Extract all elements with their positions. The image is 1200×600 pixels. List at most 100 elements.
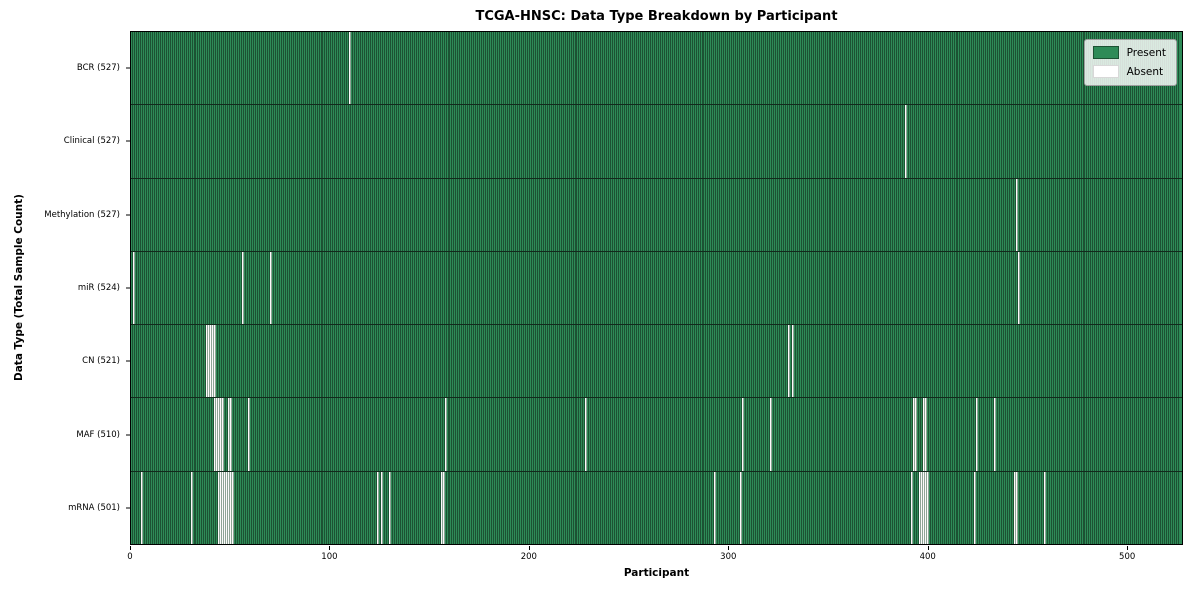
present-cell (480, 178, 483, 251)
present-cell (738, 471, 741, 544)
present-cell (436, 325, 439, 398)
present-cell (831, 251, 834, 325)
present-cell (902, 325, 905, 398)
present-cell (891, 251, 893, 325)
present-cell (1099, 105, 1102, 178)
present-cell (710, 251, 713, 325)
present-cell (180, 178, 183, 251)
present-cell (512, 251, 514, 325)
present-cell (646, 32, 649, 105)
present-cell (1145, 398, 1147, 471)
present-cell (726, 251, 729, 325)
present-cell (321, 471, 324, 544)
present-cell (1109, 398, 1112, 471)
absent-cell (214, 325, 217, 398)
present-cell (1023, 471, 1026, 544)
present-cell (1055, 251, 1058, 325)
present-cell (466, 471, 469, 544)
present-cell (1039, 325, 1042, 398)
present-cell (176, 398, 179, 471)
present-cell (639, 398, 641, 471)
present-cell (553, 178, 556, 251)
present-cell (232, 398, 235, 471)
present-cell (605, 325, 608, 398)
present-cell (1006, 251, 1009, 325)
present-cell (502, 398, 505, 471)
present-cell (599, 32, 602, 105)
present-cell (500, 251, 503, 325)
present-cell (317, 178, 320, 251)
present-cell (994, 325, 997, 398)
present-cell (432, 105, 435, 178)
present-cell (799, 178, 802, 251)
present-cell (428, 32, 431, 105)
present-cell (694, 251, 697, 325)
present-cell (446, 251, 449, 325)
present-cell (182, 178, 185, 251)
present-cell (131, 325, 133, 398)
present-cell (652, 105, 655, 178)
present-cell (269, 32, 272, 105)
present-cell (589, 398, 592, 471)
present-cell (263, 178, 266, 251)
present-cell (343, 325, 346, 398)
present-cell (767, 471, 770, 544)
present-cell (672, 251, 675, 325)
present-cell (230, 178, 233, 251)
present-cell (1065, 32, 1068, 105)
present-cell (835, 251, 838, 325)
present-cell (1156, 325, 1159, 398)
present-cell (486, 105, 489, 178)
present-cell (212, 178, 215, 251)
present-cell (988, 178, 991, 251)
present-cell (160, 398, 163, 471)
present-cell (809, 398, 812, 471)
present-cell (476, 325, 479, 398)
present-cell (277, 251, 280, 325)
absent-cell (206, 325, 209, 398)
present-cell (898, 178, 901, 251)
present-cell (700, 471, 703, 544)
present-cell (803, 105, 806, 178)
present-cell (658, 105, 661, 178)
present-cell (1049, 32, 1052, 105)
present-cell (1025, 251, 1028, 325)
present-cell (972, 251, 975, 325)
present-cell (851, 325, 854, 398)
present-cell (549, 105, 552, 178)
present-cell (454, 398, 457, 471)
present-cell (508, 325, 511, 398)
present-cell (976, 325, 979, 398)
present-cell (916, 471, 919, 544)
present-cell (1095, 325, 1098, 398)
present-cell (1055, 178, 1058, 251)
present-cell (662, 105, 665, 178)
present-cell (835, 105, 838, 178)
present-cell (164, 32, 167, 105)
present-cell (416, 398, 419, 471)
present-cell (307, 251, 310, 325)
present-cell (712, 398, 715, 471)
present-cell (535, 32, 538, 105)
present-cell (517, 398, 520, 471)
present-cell (807, 471, 810, 544)
present-cell (404, 32, 407, 105)
present-cell (527, 32, 530, 105)
present-cell (1059, 325, 1062, 398)
present-cell (355, 471, 358, 544)
present-cell (256, 471, 258, 544)
present-cell (1117, 325, 1120, 398)
present-cell (506, 178, 509, 251)
present-cell (896, 471, 899, 544)
present-cell (426, 251, 429, 325)
present-cell (377, 178, 380, 251)
present-cell (436, 32, 439, 105)
present-cell (1012, 32, 1015, 105)
present-cell (966, 251, 969, 325)
present-cell (998, 398, 1001, 471)
present-cell (323, 251, 326, 325)
present-cell (563, 471, 566, 544)
present-cell (428, 471, 431, 544)
present-cell (756, 251, 759, 325)
present-cell (533, 105, 536, 178)
